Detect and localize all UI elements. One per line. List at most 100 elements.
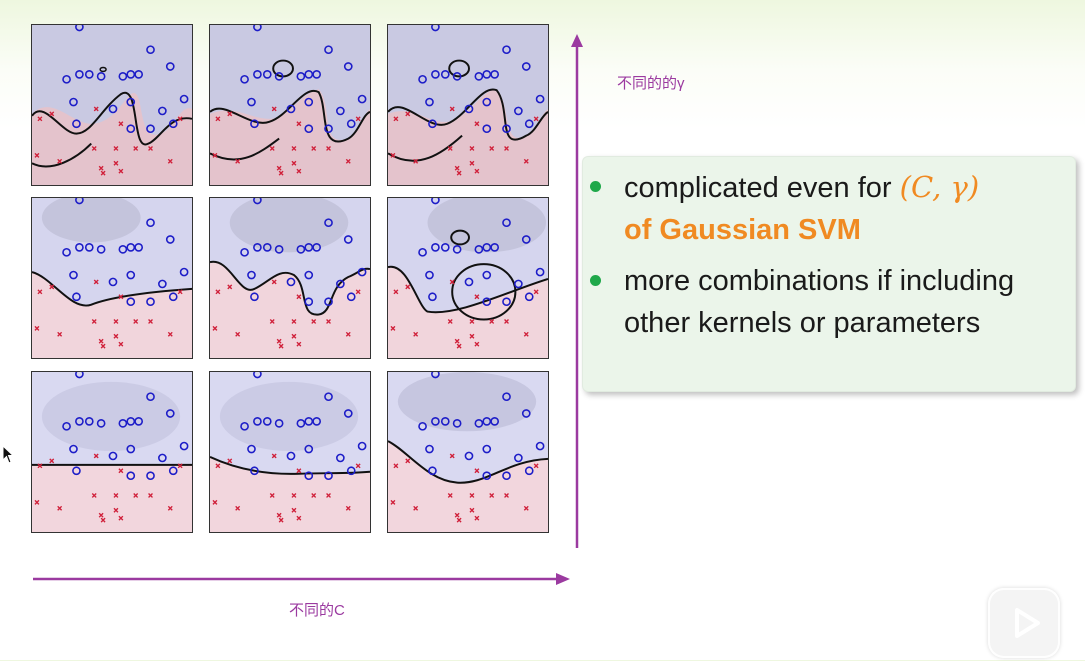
negative-sample-marker — [57, 158, 63, 164]
negative-sample-marker — [405, 458, 411, 464]
positive-sample-marker — [502, 471, 511, 481]
svm-panel-r1c3 — [387, 24, 549, 186]
positive-sample-marker — [134, 243, 144, 252]
negative-sample-marker — [133, 145, 139, 151]
positive-sample-marker — [253, 243, 262, 252]
negative-sample-marker — [413, 158, 419, 164]
negative-sample-marker — [296, 168, 302, 174]
positive-sample-marker — [262, 417, 272, 426]
svm-panel-r2c3 — [387, 197, 549, 359]
negative-sample-marker — [469, 507, 475, 513]
positive-sample-marker — [357, 94, 367, 104]
positive-sample-marker — [158, 106, 167, 116]
positive-sample-marker — [118, 419, 128, 428]
positive-sample-marker — [521, 409, 531, 418]
positive-sample-marker — [431, 70, 440, 79]
gamma-axis-label: 不同的的γ — [617, 75, 685, 92]
positive-sample-marker — [535, 267, 545, 277]
negative-sample-marker — [390, 152, 396, 158]
positive-sample-marker — [304, 471, 314, 481]
positive-sample-marker — [431, 417, 440, 426]
positive-sample-marker — [425, 270, 434, 280]
positive-sample-marker — [69, 97, 78, 107]
positive-sample-marker — [253, 70, 262, 79]
positive-sample-marker — [75, 372, 84, 379]
svm-panel-r3c3 — [387, 371, 549, 533]
positive-sample-marker — [168, 119, 178, 129]
positive-sample-marker — [72, 119, 81, 129]
positive-sample-marker — [524, 119, 534, 129]
positive-sample-marker — [482, 471, 492, 481]
note-bullet-1: complicated even for (C, γ) of Gaussian … — [590, 166, 1044, 251]
negative-sample-marker — [118, 294, 124, 300]
negative-sample-marker — [449, 453, 455, 459]
negative-sample-marker — [100, 343, 106, 349]
positive-sample-marker — [418, 247, 427, 257]
negative-sample-marker — [523, 331, 529, 337]
positive-sample-marker — [514, 279, 523, 289]
positive-sample-marker — [165, 62, 175, 71]
positive-sample-marker — [428, 466, 437, 476]
negative-sample-marker — [523, 505, 529, 511]
positive-sample-marker — [126, 70, 136, 79]
negative-sample-marker — [98, 512, 104, 518]
negative-sample-marker — [133, 318, 139, 324]
positive-sample-marker — [134, 70, 144, 79]
positive-sample-marker — [490, 70, 500, 79]
negative-sample-marker — [100, 517, 106, 523]
positive-sample-marker — [84, 243, 94, 252]
positive-sample-marker — [425, 444, 434, 454]
negative-sample-marker — [469, 333, 475, 339]
positive-sample-marker — [343, 409, 353, 418]
negative-sample-marker — [212, 499, 218, 505]
negative-sample-marker — [278, 343, 284, 349]
negative-sample-marker — [296, 294, 302, 300]
positive-sample-marker — [304, 297, 314, 307]
positive-sample-marker — [96, 245, 106, 254]
negative-sample-marker — [271, 453, 277, 459]
negative-sample-marker — [523, 158, 529, 164]
c-axis-arrow — [33, 573, 570, 585]
positive-sample-marker — [84, 70, 94, 79]
negative-sample-marker — [296, 341, 302, 347]
negative-sample-marker — [227, 458, 233, 464]
negative-sample-marker — [355, 289, 361, 295]
negative-sample-marker — [167, 505, 173, 511]
svm-panel-r3c1 — [31, 371, 193, 533]
positive-sample-marker — [490, 243, 500, 252]
positive-sample-marker — [72, 292, 81, 302]
negative-sample-marker — [177, 289, 183, 295]
note-box: complicated even for (C, γ) of Gaussian … — [582, 156, 1076, 392]
negative-sample-marker — [474, 468, 480, 474]
positive-sample-marker — [146, 392, 155, 402]
negative-sample-marker — [278, 517, 284, 523]
positive-sample-marker — [62, 421, 71, 431]
positive-sample-marker — [425, 97, 434, 107]
positive-sample-marker — [274, 72, 284, 81]
positive-sample-marker — [336, 279, 345, 289]
negative-sample-marker — [113, 492, 119, 498]
positive-sample-marker — [118, 72, 128, 81]
positive-sample-marker — [179, 94, 189, 104]
negative-sample-marker — [474, 168, 480, 174]
negative-sample-marker — [456, 170, 462, 176]
positive-sample-marker — [69, 270, 78, 280]
positive-sample-marker — [179, 267, 189, 277]
play-button[interactable] — [988, 588, 1060, 658]
positive-sample-marker — [346, 292, 356, 302]
positive-sample-marker — [312, 417, 322, 426]
positive-sample-marker — [346, 119, 356, 129]
positive-sample-marker — [418, 421, 427, 431]
positive-sample-marker — [357, 267, 367, 277]
negative-sample-marker — [271, 279, 277, 285]
bullet1-highlight: of Gaussian SVM — [624, 214, 861, 246]
positive-sample-marker — [304, 243, 314, 252]
negative-sample-marker — [118, 121, 124, 127]
positive-sample-marker — [324, 471, 333, 481]
negative-sample-marker — [326, 318, 331, 324]
positive-sample-marker — [524, 292, 534, 302]
negative-sample-marker — [449, 279, 455, 285]
negative-sample-marker — [296, 121, 302, 127]
negative-sample-marker — [271, 106, 277, 112]
